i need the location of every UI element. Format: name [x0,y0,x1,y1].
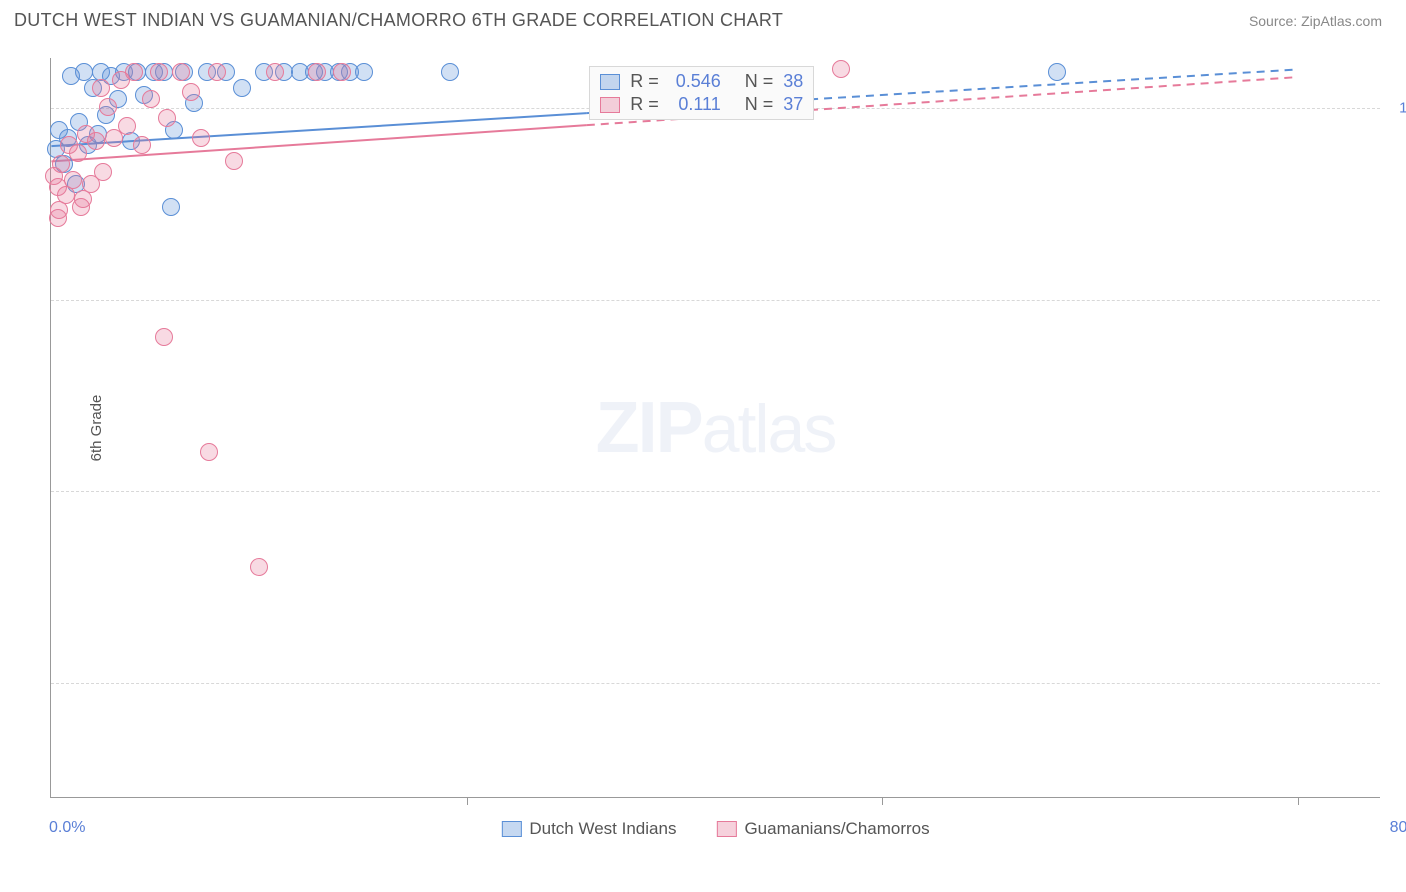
y-axis-label: 6th Grade [88,394,105,461]
x-axis-min-label: 0.0% [49,819,85,837]
watermark: ZIPatlas [596,387,836,469]
gridline [51,683,1380,684]
watermark-atlas: atlas [702,391,836,467]
stats-legend: R = 0.546 N = 38 R = 0.111 N = 37 [589,66,814,120]
data-point [333,63,351,81]
data-point [49,209,67,227]
data-point [208,63,226,81]
r-label: R = [630,71,659,92]
r-value: 0.111 [669,94,721,115]
y-tick-label: 100.0% [1390,99,1406,116]
data-point [92,79,110,97]
data-point [158,109,176,127]
data-point [150,63,168,81]
data-point [133,136,151,154]
y-tick-label: 90.0% [1390,483,1406,500]
stats-legend-row: R = 0.111 N = 37 [600,94,803,115]
data-point [832,60,850,78]
data-point [99,98,117,116]
y-tick-label: 85.0% [1390,674,1406,691]
data-point [162,198,180,216]
data-point [182,83,200,101]
chart-title: DUTCH WEST INDIAN VS GUAMANIAN/CHAMORRO … [14,10,783,31]
data-point [233,79,251,97]
stats-legend-row: R = 0.546 N = 38 [600,71,803,92]
trend-lines [51,58,1380,797]
x-tick [467,797,468,805]
data-point [1048,63,1066,81]
data-point [172,63,190,81]
n-label: N = [745,71,774,92]
source-label: Source: ZipAtlas.com [1249,13,1382,29]
legend-item: Guamanians/Chamorros [716,819,929,839]
legend-label: Dutch West Indians [529,819,676,839]
x-tick [1298,797,1299,805]
data-point [52,155,70,173]
gridline [51,491,1380,492]
legend-label: Guamanians/Chamorros [744,819,929,839]
x-tick [882,797,883,805]
data-point [87,132,105,150]
data-point [355,63,373,81]
data-point [250,558,268,576]
data-point [118,117,136,135]
data-point [225,152,243,170]
y-tick-label: 95.0% [1390,291,1406,308]
n-label: N = [745,94,774,115]
x-axis-max-label: 80.0% [1390,819,1406,837]
data-point [266,63,284,81]
watermark-zip: ZIP [596,388,702,468]
legend-swatch [716,821,736,837]
data-point [64,171,82,189]
n-value: 38 [783,71,803,92]
chart-header: DUTCH WEST INDIAN VS GUAMANIAN/CHAMORRO … [0,0,1406,37]
data-point [69,144,87,162]
n-value: 37 [783,94,803,115]
data-point [125,63,143,81]
data-point [142,90,160,108]
data-point [94,163,112,181]
legend-swatch [600,97,620,113]
data-point [308,63,326,81]
data-point [192,129,210,147]
legend-swatch [501,821,521,837]
data-point [200,443,218,461]
chart-plot-area: ZIPatlas 6th Grade 85.0%90.0%95.0%100.0%… [50,58,1380,798]
r-label: R = [630,94,659,115]
data-point [155,328,173,346]
legend-swatch [600,74,620,90]
r-value: 0.546 [669,71,721,92]
data-point [441,63,459,81]
data-point [72,198,90,216]
legend-item: Dutch West Indians [501,819,676,839]
gridline [51,300,1380,301]
series-legend: Dutch West Indians Guamanians/Chamorros [501,819,929,839]
